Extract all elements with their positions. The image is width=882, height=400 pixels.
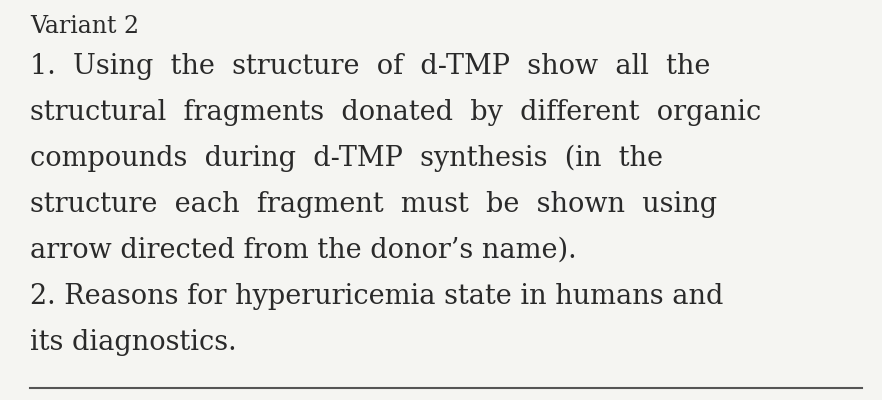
Text: arrow directed from the donor’s name).: arrow directed from the donor’s name).: [30, 237, 577, 264]
Text: its diagnostics.: its diagnostics.: [30, 329, 236, 356]
Text: 2. Reasons for hyperuricemia state in humans and: 2. Reasons for hyperuricemia state in hu…: [30, 283, 723, 310]
Text: structure  each  fragment  must  be  shown  using: structure each fragment must be shown us…: [30, 191, 717, 218]
Text: compounds  during  d-TMP  synthesis  (in  the: compounds during d-TMP synthesis (in the: [30, 145, 663, 172]
Text: 1.  Using  the  structure  of  d-TMP  show  all  the: 1. Using the structure of d-TMP show all…: [30, 53, 710, 80]
Text: structural  fragments  donated  by  different  organic: structural fragments donated by differen…: [30, 99, 761, 126]
Text: Variant 2: Variant 2: [30, 15, 139, 38]
